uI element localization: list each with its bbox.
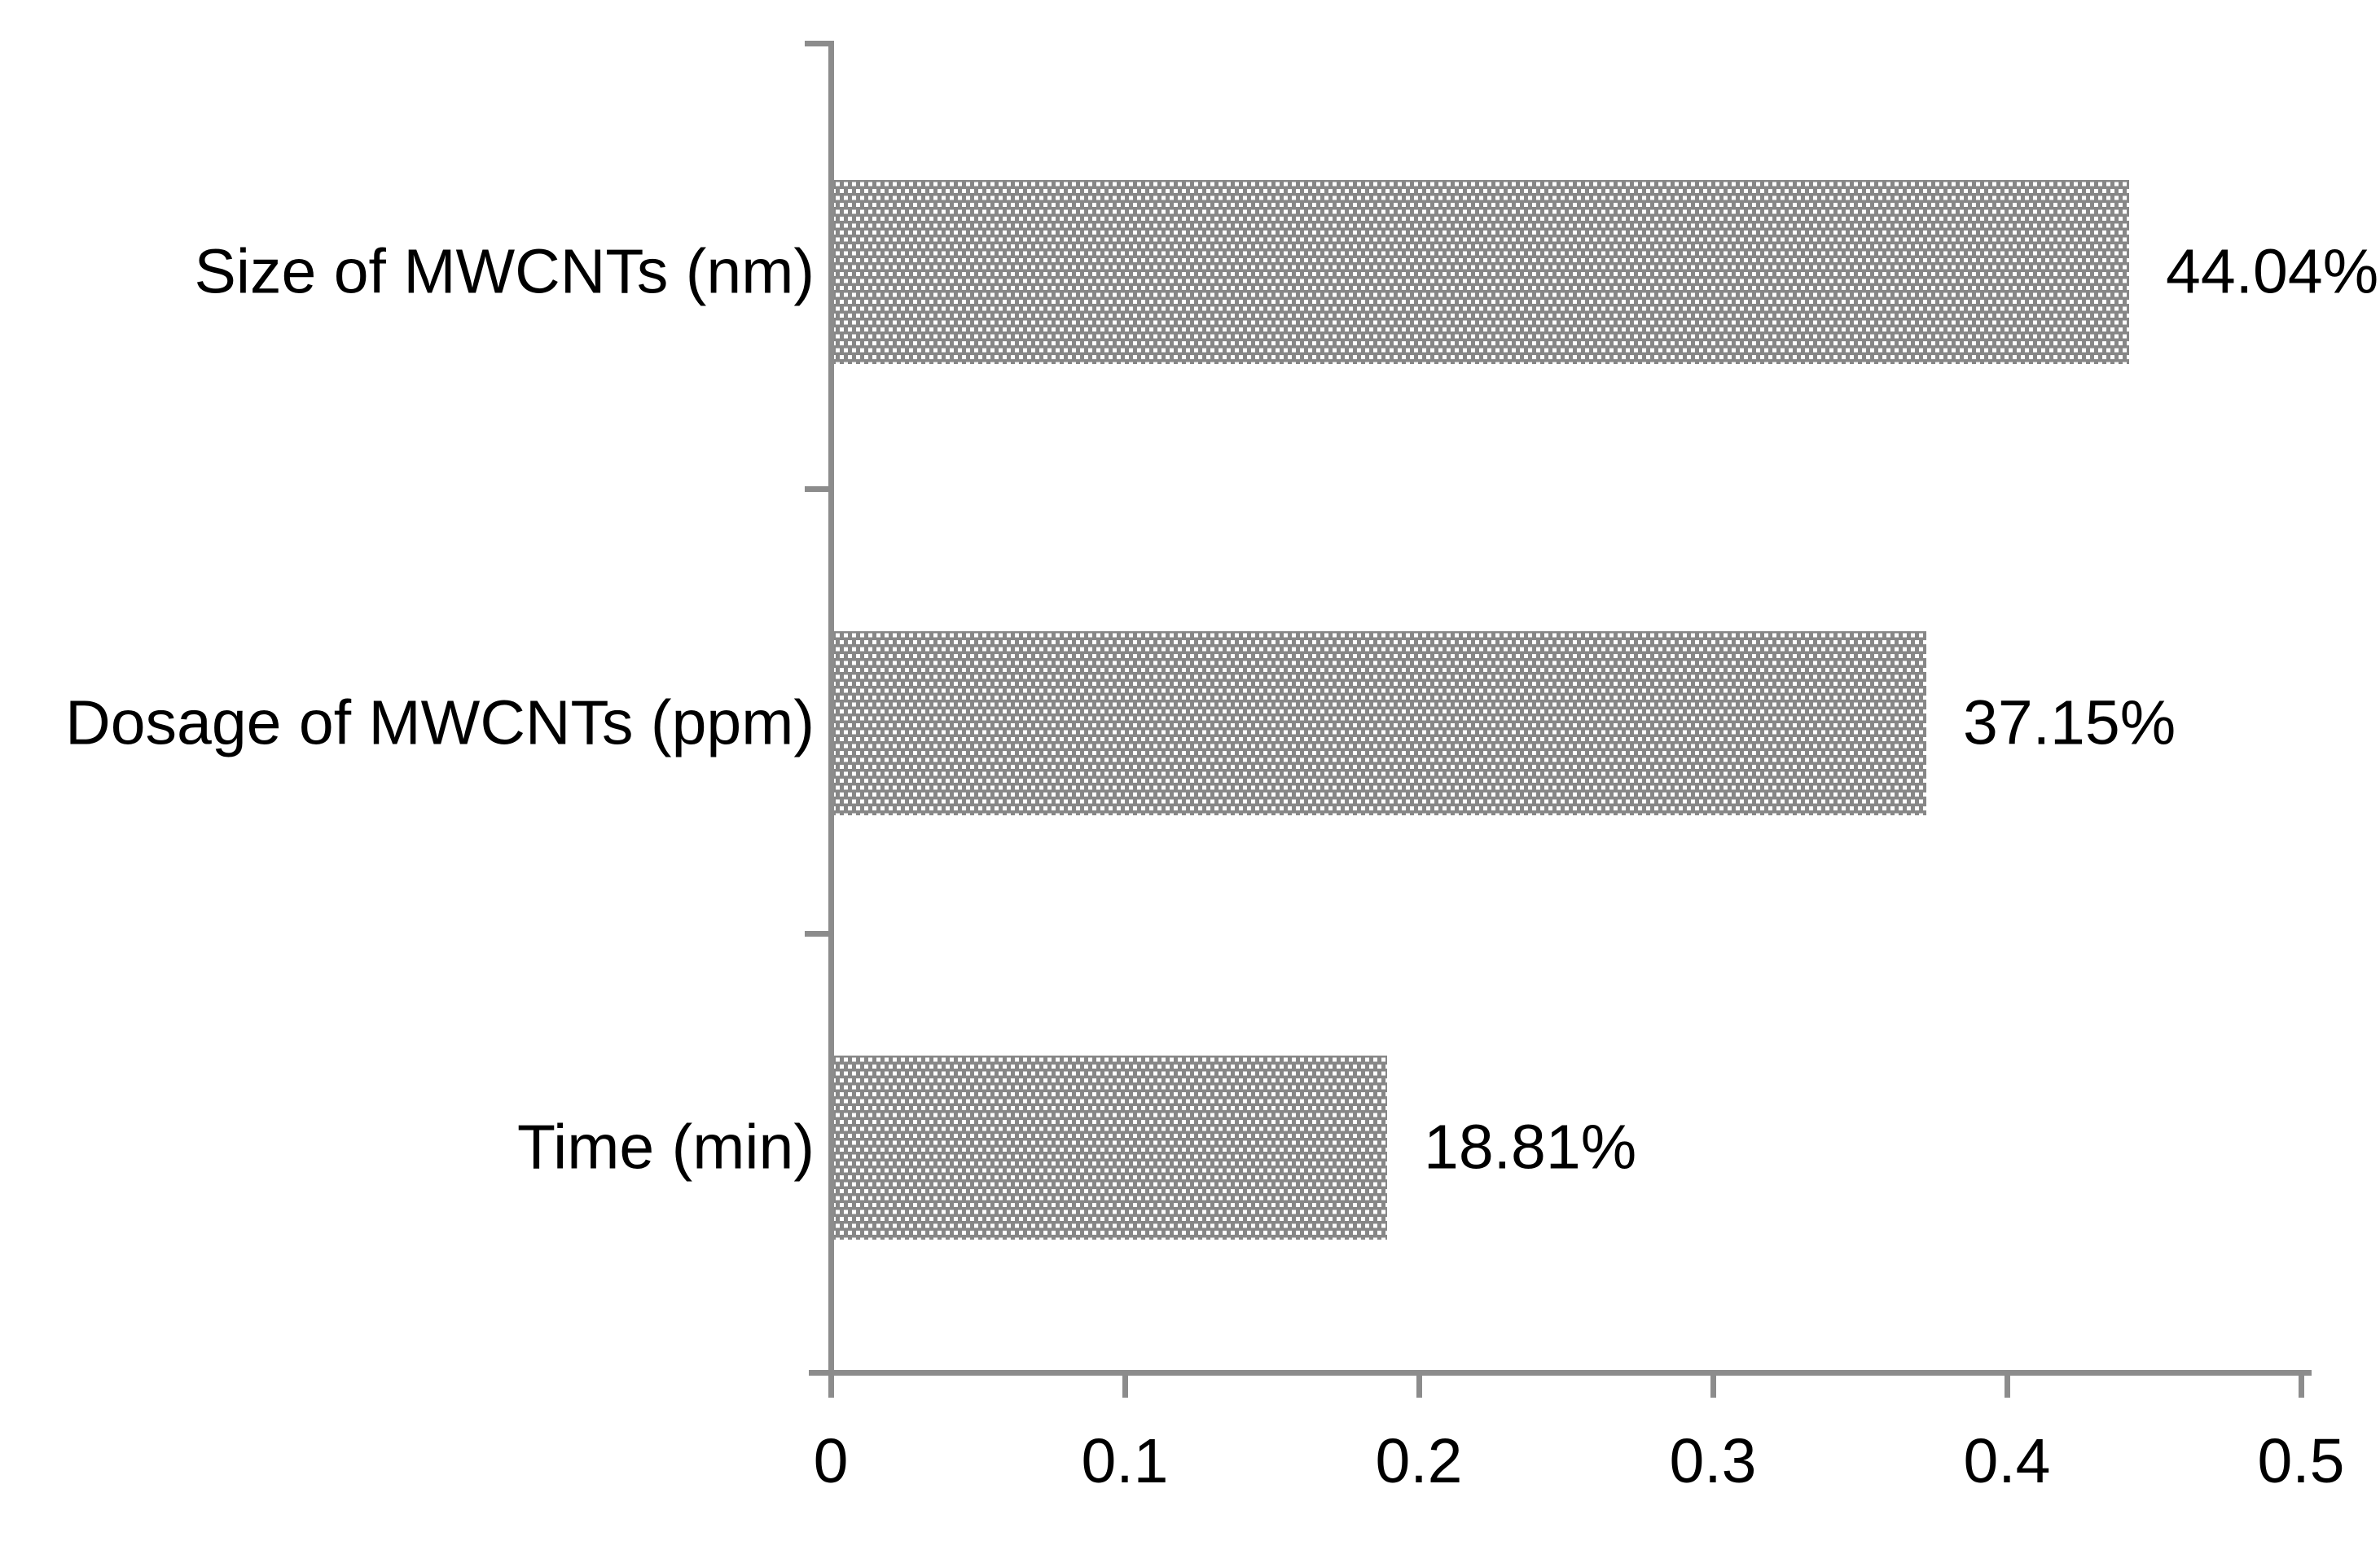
bar [834,1056,1387,1240]
y-axis-line [828,41,834,1394]
value-label: 44.04% [2166,236,2379,307]
bar [834,631,1926,815]
category-label: Time (min) [517,1112,815,1183]
category-label: Size of MWCNTs (nm) [194,236,815,307]
x-tick-label: 0.2 [1375,1426,1463,1496]
bar [834,180,2129,364]
x-tick [1416,1376,1422,1398]
x-axis-line [809,1370,2312,1376]
x-tick [2299,1376,2304,1398]
bar-row-dosage-of-mwcnts: Dosage of MWCNTs (ppm) 37.15% [0,631,2380,815]
y-tick [805,41,829,46]
x-tick-label: 0.4 [1963,1426,2051,1496]
x-tick-label: 0.5 [2257,1426,2345,1496]
x-tick-label: 0 [813,1426,849,1496]
x-tick [828,1376,834,1398]
x-tick-label: 0.1 [1081,1426,1169,1496]
x-tick [1122,1376,1128,1398]
bar-row-size-of-mwcnts: Size of MWCNTs (nm) 44.04% [0,180,2380,364]
y-tick [805,486,829,492]
category-label: Dosage of MWCNTs (ppm) [65,687,815,758]
x-tick-label: 0.3 [1669,1426,1757,1496]
value-label: 37.15% [1963,687,2176,758]
bar-row-time: Time (min) 18.81% [0,1056,2380,1240]
value-label: 18.81% [1424,1112,1637,1183]
x-tick [1710,1376,1716,1398]
y-tick [805,931,829,937]
x-tick [2005,1376,2010,1398]
